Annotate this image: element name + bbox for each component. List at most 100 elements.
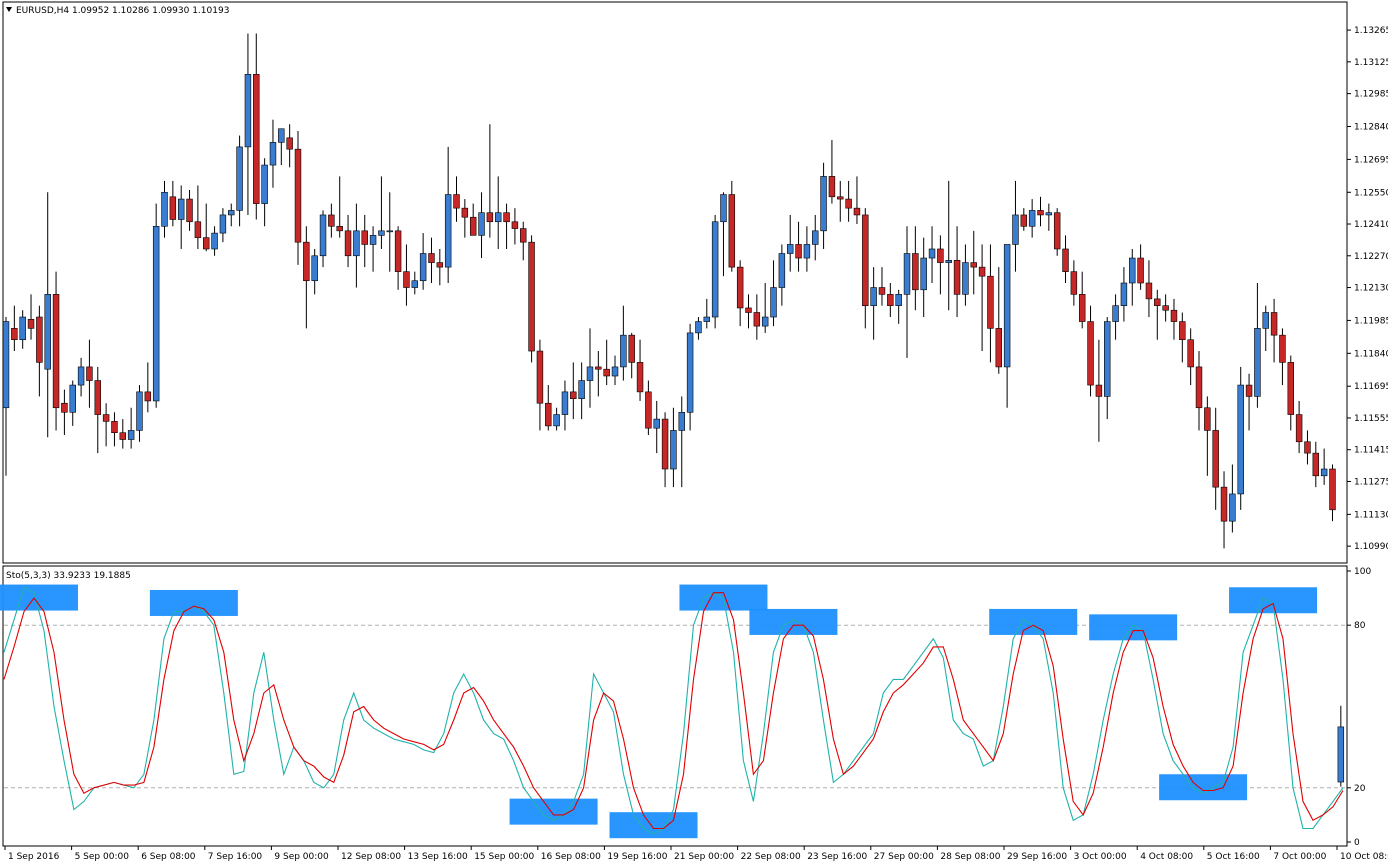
candle-body <box>278 128 285 143</box>
candle-body <box>586 366 594 381</box>
candle-body <box>670 430 677 470</box>
stochastic-highlight-boxes <box>0 584 1318 839</box>
candle-body <box>1120 282 1128 306</box>
time-tick-label: 15 Sep 00:00 <box>474 852 534 862</box>
candle-body <box>1170 309 1178 322</box>
price-tick-label: 1.12550 <box>1354 188 1388 198</box>
candle-body <box>177 198 185 220</box>
price-tick-label: 1.11275 <box>1354 477 1388 487</box>
candle-body <box>987 275 994 329</box>
candle-body <box>303 241 310 282</box>
candle-body <box>144 391 152 402</box>
candle-body <box>127 430 135 440</box>
candle-body <box>661 418 669 470</box>
candle-body <box>1187 339 1194 368</box>
candle-body <box>1137 257 1144 284</box>
highlight-box-top <box>1089 614 1178 641</box>
candle-body <box>486 212 494 223</box>
candle-body <box>778 253 786 288</box>
candle-body <box>161 191 168 227</box>
candle-body <box>194 221 202 238</box>
time-tick-label: 23 Sep 16:00 <box>807 852 867 862</box>
candle-body <box>837 196 844 200</box>
candle-body <box>1254 328 1261 397</box>
time-tick-label: 19 Sep 16:00 <box>607 852 667 862</box>
candle-body <box>1028 210 1036 227</box>
highlight-box-top <box>749 608 838 635</box>
price-tick-label: 1.12840 <box>1354 122 1388 132</box>
candle-body <box>636 362 644 393</box>
candle-body <box>536 350 544 404</box>
indicator-tick-label: 100 <box>1354 567 1371 577</box>
highlight-box-top <box>149 589 238 616</box>
time-tick-label: 28 Sep 08:00 <box>940 852 1000 862</box>
candle-body <box>970 262 977 268</box>
candle-body <box>1003 244 1011 368</box>
candle-body <box>887 294 894 306</box>
price-tick-label: 1.11555 <box>1354 414 1388 424</box>
candle-body <box>1229 493 1236 522</box>
candle-body <box>253 74 260 204</box>
candle-body <box>344 230 352 257</box>
candle-body <box>653 418 660 429</box>
candle-body <box>1204 407 1211 431</box>
candle-body <box>386 230 393 233</box>
price-y-axis: 1.13265 1.13125 1.12985 1.12840 1.12695 1.125… <box>1347 26 1388 552</box>
candle-body <box>812 230 819 245</box>
candle-body <box>411 280 419 288</box>
candle-body <box>803 244 811 259</box>
candle-body <box>828 176 836 198</box>
indicator-tick-label: 80 <box>1354 621 1366 631</box>
time-tick-label: 29 Sep 16:00 <box>1007 852 1067 862</box>
candle-body <box>703 316 711 322</box>
candle-body <box>1212 430 1219 488</box>
candle-body <box>203 237 210 250</box>
candle-body <box>77 366 85 386</box>
price-tick-label: 1.11985 <box>1354 316 1388 326</box>
candle-body <box>1179 321 1186 341</box>
candle-body <box>1270 312 1278 336</box>
candle-body <box>578 380 585 399</box>
candle-body <box>595 366 602 370</box>
stochastic-lines <box>3 586 1344 835</box>
candle-body <box>928 248 936 259</box>
time-tick-label: 4 Oct 08:00 <box>1140 852 1193 862</box>
indicator-title: Sto(5,3,3) 33.9233 19.1885 <box>6 571 131 581</box>
stochastic-main-line <box>3 586 1344 835</box>
triangle-down-icon[interactable] <box>6 7 12 12</box>
time-tick-label: 3 Oct 00:00 <box>1074 852 1127 862</box>
candle-body <box>19 316 26 341</box>
candle-body <box>786 244 794 254</box>
indicator-y-axis: 100 80 20 0 <box>1347 567 1371 848</box>
candle-body <box>862 214 869 306</box>
candle-body <box>937 248 944 263</box>
candle-body <box>745 307 752 313</box>
candle-body <box>853 207 861 216</box>
time-tick-label: 5 Sep 00:00 <box>75 852 130 862</box>
time-tick-label: 5 Oct 16:00 <box>1207 852 1260 862</box>
candle-body <box>820 176 827 232</box>
candle-body <box>1262 312 1269 329</box>
price-tick-label: 1.10990 <box>1354 542 1388 552</box>
time-tick-label: 13 Sep 16:00 <box>408 852 468 862</box>
candle-body <box>369 235 377 245</box>
price-tick-label: 1.13125 <box>1354 58 1388 68</box>
candle-body <box>336 225 343 232</box>
candle-body <box>44 294 51 370</box>
candle-body <box>761 316 769 327</box>
candle-body <box>69 384 76 413</box>
candle-body <box>978 266 986 277</box>
price-tick-label: 1.11130 <box>1354 510 1388 520</box>
time-tick-label: 22 Sep 08:00 <box>741 852 801 862</box>
candle-body <box>469 216 477 236</box>
candle-body <box>962 262 969 295</box>
candle-body <box>453 194 460 209</box>
candle-body <box>394 230 402 272</box>
candle-body <box>570 391 577 399</box>
candle-body <box>770 287 777 318</box>
candle-body <box>444 194 452 268</box>
candle-body <box>244 74 252 148</box>
candle-body <box>995 328 1002 368</box>
